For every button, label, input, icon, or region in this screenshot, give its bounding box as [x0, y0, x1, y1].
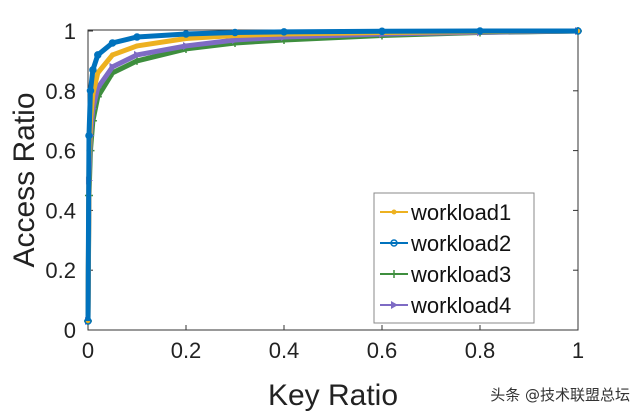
- x-tick-label: 0.2: [171, 338, 202, 363]
- data-point: [231, 28, 239, 37]
- legend-label: workload2: [410, 231, 511, 256]
- y-axis-label: Access Ratio: [8, 92, 41, 267]
- y-tick-label: 0.4: [45, 198, 76, 223]
- data-point: [378, 27, 386, 36]
- x-tick-label: 0: [82, 338, 94, 363]
- y-tick-label: 0.2: [45, 258, 76, 283]
- x-tick-label: 0.4: [269, 338, 300, 363]
- data-point: [133, 33, 141, 41]
- data-point: [183, 41, 190, 50]
- data-point: [84, 317, 92, 325]
- watermark: 头条 @技术联盟总坛: [490, 386, 630, 404]
- x-tick-label: 0.8: [465, 338, 496, 363]
- y-tick-label: 0: [64, 318, 76, 343]
- data-point: [108, 39, 117, 47]
- series-workload2: [84, 27, 582, 325]
- x-tick-label: 0.6: [367, 338, 398, 363]
- data-point: [85, 131, 93, 140]
- data-point: [133, 56, 141, 65]
- y-tick-label: 0.6: [45, 139, 76, 164]
- data-point: [94, 51, 102, 59]
- data-point: [134, 50, 141, 59]
- x-tick-label: 1: [572, 338, 584, 363]
- data-point: [134, 43, 140, 49]
- series-line: [85, 28, 578, 322]
- data-point: [182, 30, 190, 38]
- legend-marker-workload1: [391, 209, 397, 215]
- y-tick-label: 0.8: [45, 79, 76, 104]
- legend-marker-workload2: [390, 239, 398, 247]
- legend: workload1 workload2 workload3 workload4: [373, 192, 535, 324]
- legend-box: [373, 192, 535, 324]
- y-tick-label: 1: [64, 19, 76, 44]
- data-point: [574, 27, 582, 35]
- data-point: [109, 62, 117, 71]
- data-point: [280, 28, 288, 36]
- data-point: [476, 27, 484, 35]
- data-point: [95, 70, 101, 76]
- data-point: [110, 52, 115, 58]
- legend-label: workload1: [410, 200, 511, 225]
- legend-label: workload3: [410, 262, 511, 287]
- x-axis-label: Key Ratio: [268, 379, 398, 411]
- legend-label: workload4: [410, 293, 511, 318]
- legend-marker-workload4: [391, 301, 398, 309]
- legend-marker-workload3: [390, 270, 398, 278]
- data-point: [86, 87, 95, 95]
- data-point: [89, 66, 97, 74]
